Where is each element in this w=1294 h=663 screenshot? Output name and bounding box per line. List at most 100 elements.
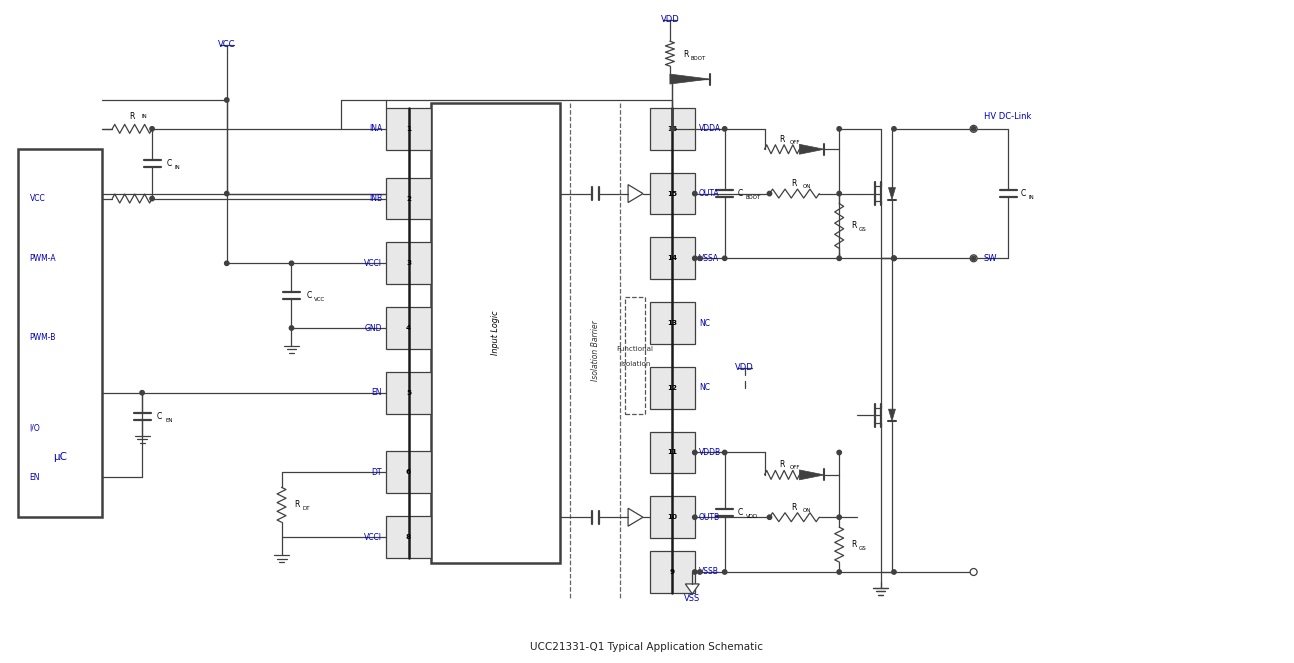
Circle shape <box>892 127 897 131</box>
Text: DT: DT <box>303 507 311 511</box>
Text: VSSA: VSSA <box>699 254 719 263</box>
Text: 16: 16 <box>668 126 678 132</box>
Text: 13: 13 <box>668 320 677 326</box>
Bar <box>650 432 695 473</box>
Bar <box>650 108 695 150</box>
Text: VDD: VDD <box>660 15 679 24</box>
Text: VDDB: VDDB <box>699 448 721 457</box>
Text: VCC: VCC <box>314 297 326 302</box>
Circle shape <box>140 391 145 395</box>
Circle shape <box>692 570 697 574</box>
Text: 14: 14 <box>668 255 677 261</box>
Text: VCC: VCC <box>217 40 236 48</box>
Circle shape <box>697 256 701 261</box>
Text: Isolation: Isolation <box>620 361 651 367</box>
Text: µC: µC <box>53 452 67 463</box>
Text: I/O: I/O <box>30 423 40 432</box>
Text: 1: 1 <box>406 126 411 132</box>
Circle shape <box>767 192 771 196</box>
Text: 15: 15 <box>668 190 678 197</box>
Bar <box>650 237 695 279</box>
Text: OFF: OFF <box>789 465 800 471</box>
Text: PWM-A: PWM-A <box>30 254 56 263</box>
Circle shape <box>692 515 697 519</box>
Text: R: R <box>779 460 784 469</box>
Text: GS: GS <box>859 227 867 233</box>
Circle shape <box>837 450 841 455</box>
Bar <box>650 551 695 593</box>
Text: 11: 11 <box>668 450 677 455</box>
Text: C: C <box>307 291 312 300</box>
Bar <box>386 243 431 284</box>
Text: R: R <box>851 540 857 549</box>
Text: R: R <box>851 221 857 231</box>
Bar <box>650 302 695 344</box>
Text: INB: INB <box>369 194 382 203</box>
Circle shape <box>290 326 294 330</box>
Circle shape <box>225 97 229 102</box>
Text: SW: SW <box>983 254 998 263</box>
Text: VCCI: VCCI <box>364 532 382 542</box>
Text: 6: 6 <box>406 469 411 475</box>
Text: OUTA: OUTA <box>699 189 719 198</box>
Text: 8: 8 <box>406 534 411 540</box>
Bar <box>18 149 102 517</box>
Text: R: R <box>295 501 300 509</box>
Circle shape <box>150 127 154 131</box>
Text: C: C <box>1021 189 1026 198</box>
Text: VCC: VCC <box>30 194 45 203</box>
Circle shape <box>692 256 697 261</box>
Text: Input Logic: Input Logic <box>492 311 501 355</box>
Text: VSS: VSS <box>685 594 700 603</box>
Text: VDD: VDD <box>745 514 758 518</box>
Text: VSSB: VSSB <box>699 568 718 577</box>
Text: PWM-B: PWM-B <box>30 333 56 343</box>
Circle shape <box>892 256 897 261</box>
Circle shape <box>697 570 701 574</box>
Text: Functional: Functional <box>616 347 653 353</box>
Polygon shape <box>889 409 895 421</box>
Circle shape <box>150 196 154 201</box>
Text: 4: 4 <box>406 325 411 331</box>
Text: VCCI: VCCI <box>364 259 382 268</box>
Text: GS: GS <box>859 546 867 551</box>
Circle shape <box>722 570 727 574</box>
Bar <box>650 367 695 408</box>
Circle shape <box>892 570 897 574</box>
Text: IN: IN <box>141 115 148 119</box>
Text: R: R <box>779 135 784 144</box>
Text: C: C <box>157 412 162 420</box>
Circle shape <box>692 450 697 455</box>
Circle shape <box>837 127 841 131</box>
Text: 5: 5 <box>406 390 411 396</box>
Circle shape <box>970 568 977 575</box>
Text: ON: ON <box>802 508 811 512</box>
Circle shape <box>970 255 977 262</box>
Circle shape <box>225 261 229 265</box>
Circle shape <box>670 127 674 131</box>
Text: OUTB: OUTB <box>699 512 719 522</box>
Circle shape <box>837 570 841 574</box>
Bar <box>650 172 695 215</box>
Circle shape <box>837 192 841 196</box>
Text: INA: INA <box>369 125 382 133</box>
Polygon shape <box>800 470 824 480</box>
Circle shape <box>225 192 229 196</box>
Polygon shape <box>800 145 824 154</box>
Text: UCC21331-Q1 Typical Application Schematic: UCC21331-Q1 Typical Application Schemati… <box>531 642 763 652</box>
Text: GND: GND <box>365 324 382 333</box>
Text: NC: NC <box>699 318 710 328</box>
Text: 2: 2 <box>406 196 411 202</box>
Text: EN: EN <box>166 418 172 422</box>
Text: OFF: OFF <box>789 140 800 145</box>
Text: IN: IN <box>1029 195 1034 200</box>
Text: VDD: VDD <box>735 363 754 373</box>
Circle shape <box>837 515 841 519</box>
Bar <box>386 108 431 150</box>
Bar <box>650 497 695 538</box>
Bar <box>625 297 644 414</box>
Circle shape <box>892 256 897 261</box>
Circle shape <box>767 515 771 519</box>
Circle shape <box>692 192 697 196</box>
Text: IN: IN <box>175 165 181 170</box>
